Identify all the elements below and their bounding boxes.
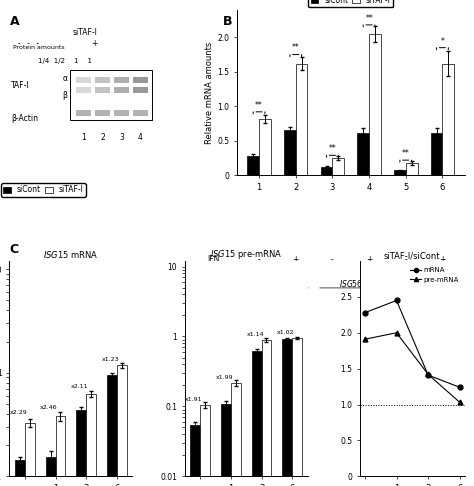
Text: x2.11: x2.11	[71, 384, 89, 389]
FancyBboxPatch shape	[76, 76, 91, 83]
Bar	[369, 34, 381, 175]
Text: **: **	[365, 14, 373, 23]
Text: 2: 2	[100, 133, 105, 142]
Bar	[442, 64, 454, 175]
FancyBboxPatch shape	[76, 87, 91, 93]
Bar	[357, 133, 369, 175]
FancyBboxPatch shape	[114, 76, 129, 83]
Bar	[431, 133, 442, 175]
Bar	[283, 339, 292, 486]
Bar	[117, 365, 127, 486]
Text: x1.23: x1.23	[101, 357, 119, 362]
Text: **: **	[292, 44, 300, 52]
Bar	[259, 119, 271, 175]
Bar	[25, 423, 35, 486]
Bar	[394, 171, 406, 175]
Bar	[107, 375, 117, 486]
Legend: siCont, siTAF-I: siCont, siTAF-I	[1, 183, 86, 197]
Text: 1: 1	[81, 133, 86, 142]
Bar	[55, 416, 65, 486]
Text: -: -	[331, 255, 334, 264]
Text: β-Actin: β-Actin	[11, 114, 38, 123]
Bar	[262, 340, 271, 486]
Text: $\it{IFITM1}$: $\it{IFITM1}$	[411, 278, 437, 289]
Title: $\it{ISG15}$ mRNA: $\it{ISG15}$ mRNA	[43, 249, 99, 260]
Text: Protein amounts: Protein amounts	[13, 45, 65, 50]
Text: **: **	[328, 144, 336, 153]
Text: siTAF-I: siTAF-I	[73, 29, 98, 37]
Text: α: α	[63, 74, 68, 84]
Text: *: *	[440, 36, 445, 46]
Text: x2.46: x2.46	[40, 405, 58, 410]
Text: - - -: - - -	[17, 39, 40, 48]
Text: IFN: IFN	[207, 255, 219, 264]
FancyBboxPatch shape	[133, 87, 148, 93]
Bar	[76, 410, 86, 486]
Bar	[191, 424, 200, 486]
FancyBboxPatch shape	[133, 110, 148, 116]
FancyBboxPatch shape	[133, 76, 148, 83]
Bar	[321, 167, 332, 175]
FancyBboxPatch shape	[95, 76, 110, 83]
Text: mRNA: mRNA	[196, 278, 219, 287]
Bar	[406, 163, 418, 175]
Legend: siCont, siTAF-I: siCont, siTAF-I	[308, 0, 393, 7]
Text: x1.91: x1.91	[185, 397, 202, 402]
Bar	[46, 456, 55, 486]
FancyBboxPatch shape	[76, 110, 91, 116]
Bar	[86, 394, 96, 486]
Text: +: +	[366, 255, 372, 264]
Text: **: **	[402, 149, 410, 158]
Text: TAF-I: TAF-I	[11, 81, 30, 90]
Text: x1.02: x1.02	[277, 330, 294, 335]
Text: **: **	[255, 101, 263, 110]
Bar	[292, 338, 302, 486]
Text: β: β	[63, 91, 67, 100]
FancyBboxPatch shape	[95, 87, 110, 93]
Text: 4: 4	[138, 133, 143, 142]
Text: $\it{ISG56}$: $\it{ISG56}$	[338, 278, 363, 289]
Title: siTAF-I/siCont: siTAF-I/siCont	[384, 251, 440, 260]
Y-axis label: Relative mRNA amounts: Relative mRNA amounts	[205, 41, 214, 144]
Bar	[221, 404, 231, 486]
Text: x1.14: x1.14	[246, 332, 264, 337]
Text: A: A	[9, 15, 19, 28]
Text: -: -	[404, 255, 407, 264]
Bar	[252, 351, 262, 486]
Bar	[231, 383, 241, 486]
Text: +: +	[439, 255, 446, 264]
Bar	[200, 405, 210, 486]
Text: x2.29: x2.29	[9, 410, 27, 415]
Text: B: B	[223, 15, 232, 28]
Text: +: +	[292, 255, 299, 264]
FancyBboxPatch shape	[114, 87, 129, 93]
Text: 1/4  1/2    1    1: 1/4 1/2 1 1	[38, 58, 92, 64]
Bar	[332, 158, 344, 175]
Text: C: C	[9, 243, 18, 256]
Text: $\it{ISG15}$: $\it{ISG15}$	[265, 278, 290, 289]
Bar	[70, 70, 152, 121]
FancyBboxPatch shape	[95, 110, 110, 116]
Title: $\it{ISG15}$ pre-mRNA: $\it{ISG15}$ pre-mRNA	[210, 248, 283, 261]
Text: 3: 3	[119, 133, 124, 142]
Bar	[15, 460, 25, 486]
Legend: mRNA, pre-mRNA: mRNA, pre-mRNA	[408, 264, 461, 285]
Bar	[247, 156, 259, 175]
Text: x1.99: x1.99	[216, 375, 233, 381]
Bar	[296, 64, 308, 175]
Text: -: -	[258, 255, 260, 264]
Bar	[284, 130, 296, 175]
Text: +: +	[91, 39, 98, 48]
FancyBboxPatch shape	[114, 110, 129, 116]
